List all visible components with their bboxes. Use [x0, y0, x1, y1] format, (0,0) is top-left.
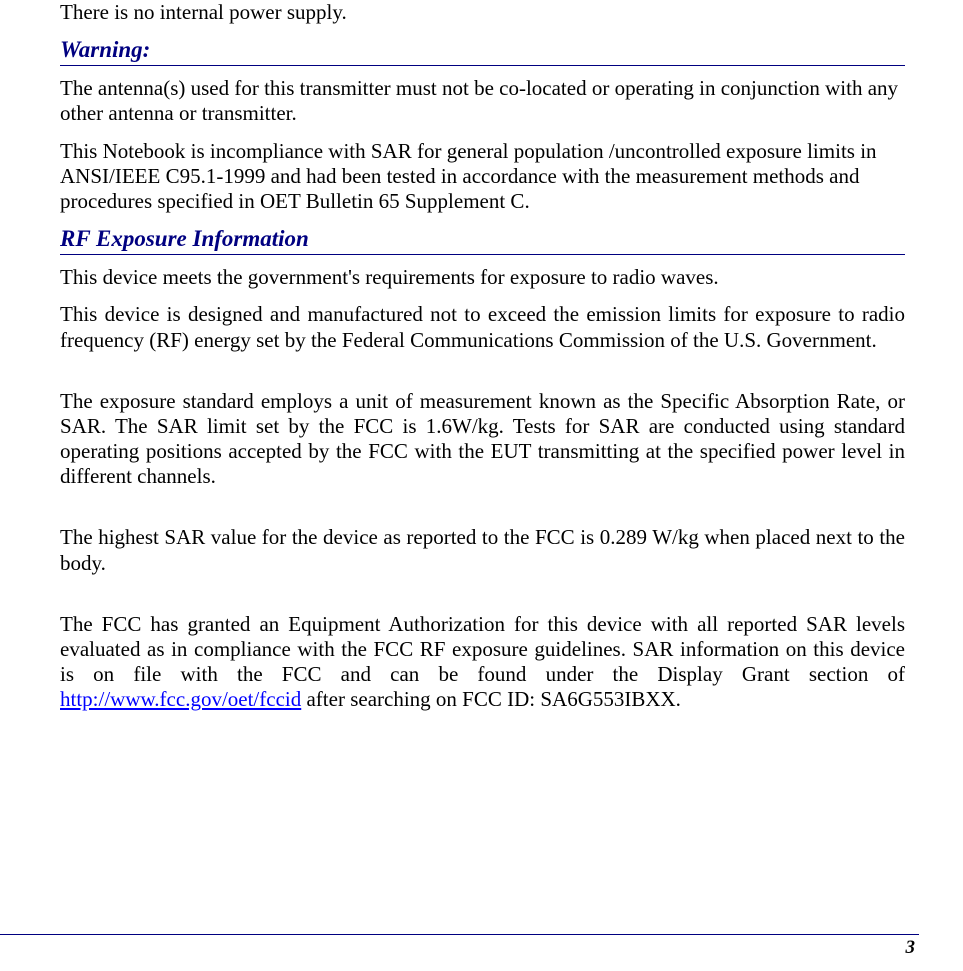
rf-para-2: This device is designed and manufactured…: [60, 302, 905, 352]
rf-exposure-heading: RF Exposure Information: [60, 226, 905, 255]
intro-para: There is no internal power supply.: [60, 0, 905, 25]
warning-para-1: The antenna(s) used for this transmitter…: [60, 76, 905, 126]
rf-para-3: The exposure standard employs a unit of …: [60, 389, 905, 490]
page-footer: 3: [0, 934, 919, 959]
rf-para-4: The highest SAR value for the device as …: [60, 525, 905, 575]
spacer: [60, 501, 905, 525]
spacer: [60, 588, 905, 612]
spacer: [60, 365, 905, 389]
page-number: 3: [906, 937, 916, 958]
rf-para-5: The FCC has granted an Equipment Authori…: [60, 612, 905, 713]
rf-para-5-post: after searching on FCC ID: SA6G553IBXX.: [301, 687, 681, 711]
fcc-link[interactable]: http://www.fcc.gov/oet/fccid: [60, 687, 301, 711]
warning-heading: Warning:: [60, 37, 905, 66]
rf-para-5-pre: The FCC has granted an Equipment Authori…: [60, 612, 905, 686]
warning-para-2: This Notebook is incompliance with SAR f…: [60, 139, 905, 215]
rf-para-1: This device meets the government's requi…: [60, 265, 905, 290]
